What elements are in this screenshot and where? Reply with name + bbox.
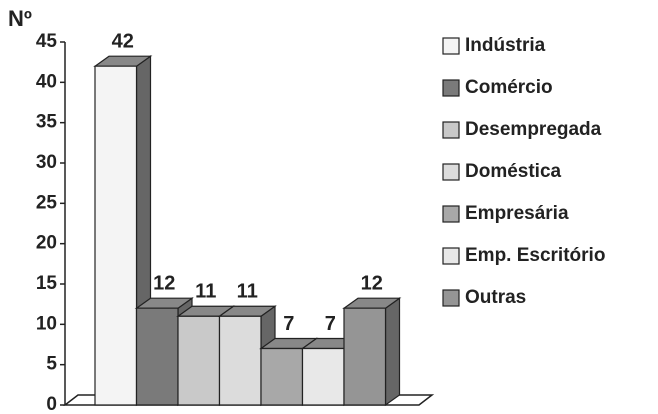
bar-front <box>94 65 138 406</box>
bar <box>342 297 402 407</box>
bar-side <box>384 297 401 407</box>
legend-swatch <box>442 79 460 97</box>
legend-label: Empresária <box>465 203 569 224</box>
legend-swatch <box>442 163 460 181</box>
bar-front <box>343 307 387 406</box>
y-tick-label: 30 <box>36 152 57 173</box>
bar-front <box>260 347 304 406</box>
value-label: 12 <box>361 272 383 294</box>
legend-label: Indústria <box>465 35 546 56</box>
bar-front <box>177 315 221 406</box>
legend-label: Outras <box>465 287 526 308</box>
y-tick-label: 15 <box>36 273 58 294</box>
y-tick-label: 5 <box>46 354 57 375</box>
y-tick-label: 20 <box>36 233 57 254</box>
legend-label: Doméstica <box>465 161 562 182</box>
value-label: 7 <box>325 313 336 335</box>
legend-swatch <box>442 121 460 139</box>
value-label: 42 <box>112 30 134 52</box>
legend-label: Comércio <box>465 77 553 98</box>
legend-label: Emp. Escritório <box>465 245 605 266</box>
legend-swatch <box>442 289 460 307</box>
bar-front <box>301 347 345 406</box>
y-tick-label: 35 <box>36 112 58 133</box>
bar-front <box>135 307 179 406</box>
bar-front <box>218 315 262 406</box>
legend-swatch <box>442 247 460 265</box>
y-tick-label: 45 <box>36 31 58 52</box>
legend-swatch <box>442 205 460 223</box>
y-tick-label: 25 <box>36 192 58 213</box>
value-label: 12 <box>153 272 175 294</box>
value-label: 11 <box>195 281 216 303</box>
legend-swatch <box>442 37 460 55</box>
y-axis-label: Nº <box>8 6 32 31</box>
legend-label: Desempregada <box>465 119 602 140</box>
y-tick-label: 10 <box>36 313 57 334</box>
y-tick-label: 40 <box>36 71 57 92</box>
y-tick-label: 0 <box>46 394 57 414</box>
value-label: 11 <box>237 281 258 303</box>
value-label: 7 <box>283 313 294 335</box>
